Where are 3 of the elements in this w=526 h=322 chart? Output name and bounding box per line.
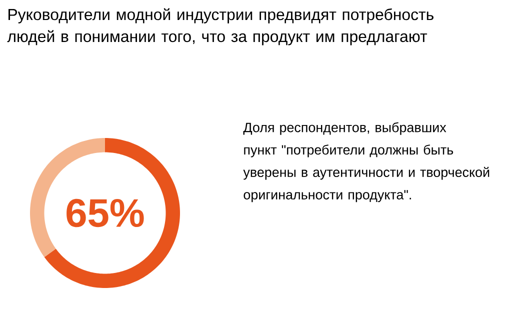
- data-label: 65%: [66, 198, 144, 228]
- text: Доля респондентов, выбравших пункт "потребители должны быть уверены в аутентичности и творческой оригинальности продукта".: [243, 122, 490, 202]
- text: Руководители модной индустрии предвидят потребность людей в понимании того, что за продукт им предлагают: [7, 8, 434, 46]
